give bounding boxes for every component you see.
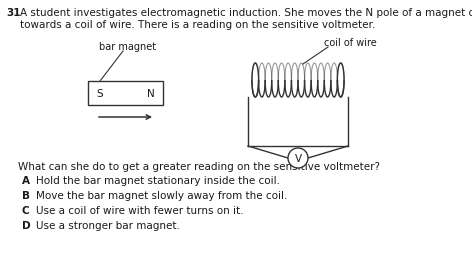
Text: N: N [147, 89, 155, 99]
Text: Hold the bar magnet stationary inside the coil.: Hold the bar magnet stationary inside th… [36, 175, 280, 185]
Text: bar magnet: bar magnet [100, 42, 157, 52]
Text: V: V [295, 153, 302, 163]
Text: D: D [22, 220, 31, 230]
Text: Use a stronger bar magnet.: Use a stronger bar magnet. [36, 220, 180, 230]
Text: towards a coil of wire. There is a reading on the sensitive voltmeter.: towards a coil of wire. There is a readi… [20, 20, 375, 30]
Text: C: C [22, 205, 30, 215]
Text: S: S [96, 89, 102, 99]
Bar [248, 62, 348, 100]
Text: What can she do to get a greater reading on the sensitive voltmeter?: What can she do to get a greater reading… [18, 161, 380, 171]
Text: Use a coil of wire with fewer turns on it.: Use a coil of wire with fewer turns on i… [36, 205, 244, 215]
Text: A: A [22, 175, 30, 185]
Text: A student investigates electromagnetic induction. She moves the N pole of a magn: A student investigates electromagnetic i… [20, 8, 472, 18]
Text: Move the bar magnet slowly away from the coil.: Move the bar magnet slowly away from the… [36, 190, 287, 200]
Bar [88, 82, 163, 106]
Text: B: B [22, 190, 30, 200]
Circle shape [288, 148, 308, 168]
Text: 31: 31 [6, 8, 20, 18]
Text: coil of wire: coil of wire [324, 38, 376, 48]
